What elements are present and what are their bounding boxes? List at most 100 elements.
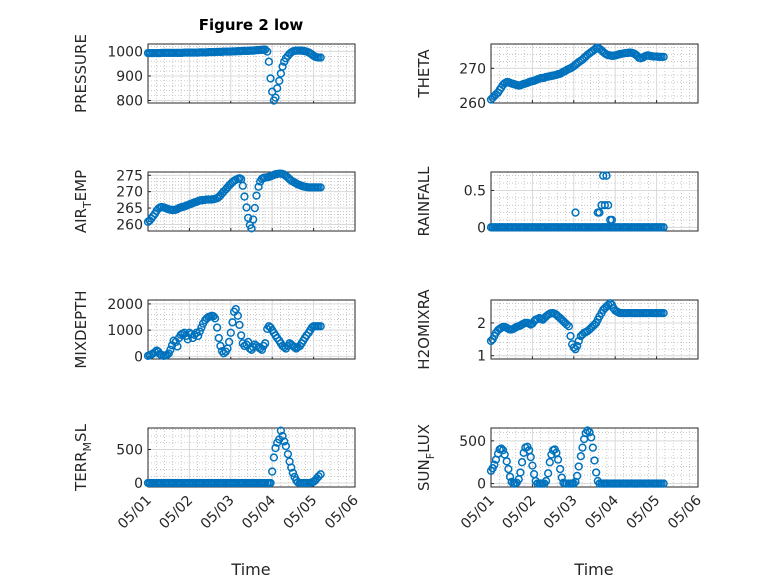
y-axis-label-subscript: F [424,453,437,459]
x-tick-label: 05/02 [156,493,196,533]
data-point [602,171,611,180]
x-tick-label: 05/05 [624,493,664,533]
data-point [280,437,289,446]
data-point [314,472,323,481]
data-point [607,215,617,225]
data-point [150,348,160,357]
data-point [502,457,511,466]
data-point [278,62,287,71]
data-point [173,342,182,351]
y-tick-label: 265 [116,201,143,217]
data-point [263,47,272,56]
y-tick-label: 1000 [107,44,143,60]
y-axis-label-suffix: SL [72,423,90,442]
data-point [226,328,235,337]
data-point [595,208,604,217]
data-point [264,57,274,66]
data-point [572,471,582,481]
data-point [564,322,573,331]
series-markers [143,169,325,233]
data-point [281,441,291,451]
data-point [599,171,608,180]
y-tick-label: 260 [459,96,486,112]
data-point [268,467,277,476]
x-tick-label: 05/01 [115,493,155,533]
axes-frame [490,43,699,104]
plot-area [147,171,356,232]
data-point [242,203,251,212]
data-point [497,444,506,453]
data-point [275,76,284,86]
data-point [287,463,296,472]
data-point [574,462,583,471]
data-point [271,93,280,102]
y-tick-label: 275 [116,168,143,184]
plot-area [490,171,699,232]
y-tick-label: 0.5 [464,183,486,199]
y-tick-label: 500 [459,434,486,450]
y-tick-label: 800 [116,94,143,110]
data-point [224,337,234,347]
data-point [280,343,289,352]
y-tick-label: 270 [116,185,143,201]
data-point [214,333,223,343]
data-point [659,223,668,232]
data-point [228,318,237,327]
data-point [290,343,299,352]
data-point [528,461,537,470]
data-point [316,183,325,192]
data-point [571,208,580,217]
data-point [578,443,587,452]
axes-frame [147,171,356,232]
y-axis-label: TERRMSL [72,423,94,492]
data-point [585,428,594,437]
data-point [592,468,601,477]
axes-frame [147,299,356,360]
axes-frame [147,43,356,104]
data-point [247,224,256,233]
data-point [600,201,609,210]
subplot-mixdepth: 0 1000 2000 MIXDEPTH [72,290,356,369]
data-point [555,464,565,474]
y-tick-label: 1 [477,349,486,365]
y-tick-label: 2 [477,316,486,332]
series-markers [486,43,668,104]
x-tick-label: 05/03 [198,493,238,533]
y-tick-label: 0 [134,476,143,492]
data-point [216,341,225,351]
x-axis-label-left: Time [230,560,270,579]
data-point [498,446,508,455]
y-tick-label: 0 [477,220,486,236]
subplot-pressure: 800 900 1000 PRESSURE [72,34,356,113]
y-axis-label-main: SUN [415,459,433,491]
data-point [659,308,668,318]
y-tick-label: 260 [116,217,143,233]
data-point [271,443,280,453]
y-axis-label-suffix: LUX [415,424,433,453]
data-point [553,455,563,464]
series-markers [486,171,668,232]
plot-area [147,427,356,488]
y-axis-label-main: TERR [72,451,90,492]
series-markers [143,426,325,488]
data-point [541,476,551,486]
data-point [516,468,525,477]
data-point [249,215,258,224]
data-point [195,327,204,336]
data-point [273,84,282,93]
data-point [212,323,222,332]
axes-frame [490,299,699,360]
data-point [659,52,668,61]
data-point [276,426,286,435]
data-point [237,331,246,340]
x-tick-label: 05/05 [281,493,321,533]
data-point [599,223,608,232]
x-tick-label: 05/03 [541,493,581,533]
data-point [557,473,566,482]
data-point [590,456,599,465]
data-point [166,345,175,354]
y-axis-label: PRESSURE [72,34,90,113]
data-point [587,433,596,442]
data-point [583,426,592,435]
